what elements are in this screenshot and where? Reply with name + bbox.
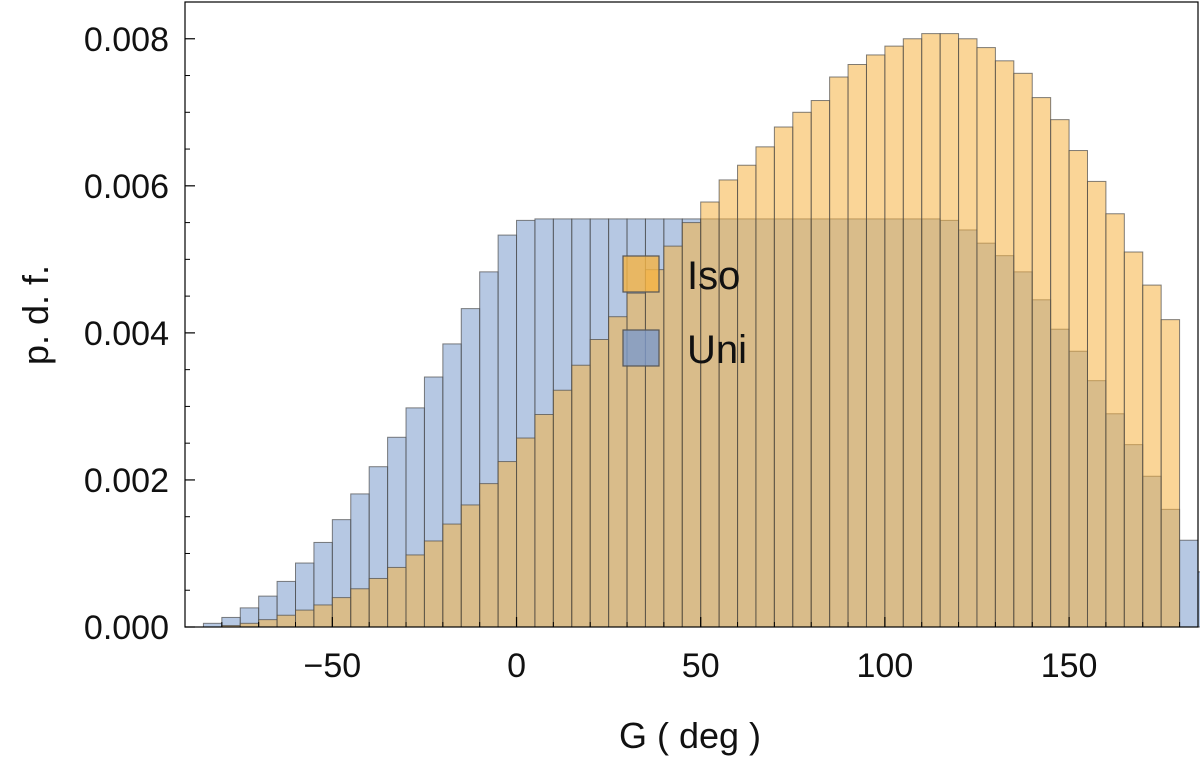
bar-iso-18 bbox=[552, 389, 573, 628]
bar-iso-8 bbox=[368, 577, 389, 628]
legend-label-iso: Iso bbox=[687, 254, 740, 298]
plot-frame bbox=[184, 1, 1199, 628]
y-tick-label-0: 0.000 bbox=[84, 609, 169, 647]
y-axis-title: p. d. f. bbox=[15, 265, 56, 365]
bar-iso-16 bbox=[516, 437, 536, 628]
bar-iso-36 bbox=[884, 45, 904, 628]
x-axis-ticks: −50 0 50 100 150 bbox=[221, 617, 1181, 685]
bar-iso-46 bbox=[1068, 150, 1088, 628]
bar-iso-10 bbox=[405, 554, 425, 628]
bar-iso-32 bbox=[810, 100, 831, 628]
bar-iso-19 bbox=[571, 364, 591, 628]
bar-iso-31 bbox=[792, 111, 812, 628]
bar-iso-41 bbox=[976, 47, 996, 628]
bar-iso-40 bbox=[958, 38, 978, 628]
bar-iso-2 bbox=[258, 619, 278, 628]
bar-iso-28 bbox=[737, 164, 757, 628]
bar-iso-33 bbox=[829, 76, 849, 628]
bar-iso-11 bbox=[423, 540, 444, 628]
x-axis-title: G ( deg ) bbox=[619, 715, 761, 756]
bar-iso-7 bbox=[350, 588, 370, 628]
bar-iso-49 bbox=[1123, 251, 1144, 628]
bar-iso-20 bbox=[589, 339, 610, 628]
bar-iso-12 bbox=[442, 523, 462, 628]
bar-iso-39 bbox=[939, 33, 960, 628]
x-tick-label-0: −50 bbox=[304, 647, 362, 685]
bar-iso-48 bbox=[1105, 213, 1125, 628]
legend: Iso Uni bbox=[622, 254, 747, 372]
y-tick-label-2: 0.004 bbox=[84, 315, 169, 353]
x-tick-label-1: 0 bbox=[507, 647, 526, 685]
x-tick-label-2: 50 bbox=[682, 647, 720, 685]
bar-iso-29 bbox=[755, 146, 775, 628]
bar-iso-42 bbox=[994, 60, 1015, 628]
bar-iso-50 bbox=[1142, 284, 1162, 628]
bar-iso-37 bbox=[902, 38, 923, 628]
bar-iso-23 bbox=[644, 269, 665, 628]
bar-iso-45 bbox=[1050, 119, 1070, 628]
bar-iso-9 bbox=[387, 566, 407, 628]
y-tick-label-1: 0.002 bbox=[84, 462, 169, 500]
legend-label-uni: Uni bbox=[687, 328, 747, 372]
y-axis-ticks: 0.000 0.002 0.004 0.006 0.008 bbox=[84, 21, 195, 647]
legend-swatch-iso bbox=[622, 255, 660, 293]
bar-iso-6 bbox=[331, 597, 352, 628]
bar-iso-30 bbox=[773, 126, 794, 628]
legend-swatch-uni bbox=[622, 329, 660, 367]
bar-iso-51 bbox=[1160, 319, 1181, 628]
bar-iso-43 bbox=[1013, 72, 1033, 628]
bar-iso-38 bbox=[921, 33, 941, 628]
bar-iso-17 bbox=[534, 414, 554, 628]
bar-iso-4 bbox=[295, 609, 315, 628]
bar-iso-13 bbox=[460, 504, 481, 628]
bar-iso-47 bbox=[1086, 180, 1107, 628]
bar-iso-27 bbox=[718, 179, 739, 628]
x-tick-label-3: 100 bbox=[857, 647, 914, 685]
bar-iso-14 bbox=[479, 483, 499, 628]
bar-iso-24 bbox=[663, 245, 683, 628]
bar-iso-15 bbox=[497, 461, 518, 628]
x-tick-label-4: 150 bbox=[1041, 647, 1098, 685]
bar-iso-5 bbox=[313, 604, 333, 628]
bar-iso-44 bbox=[1031, 97, 1052, 628]
y-tick-label-3: 0.006 bbox=[84, 168, 169, 206]
bar-uni-53 bbox=[1179, 539, 1199, 628]
bar-iso-3 bbox=[276, 614, 297, 628]
y-tick-label-4: 0.008 bbox=[84, 21, 169, 59]
bar-iso-34 bbox=[847, 64, 867, 628]
bar-iso-35 bbox=[865, 54, 886, 628]
